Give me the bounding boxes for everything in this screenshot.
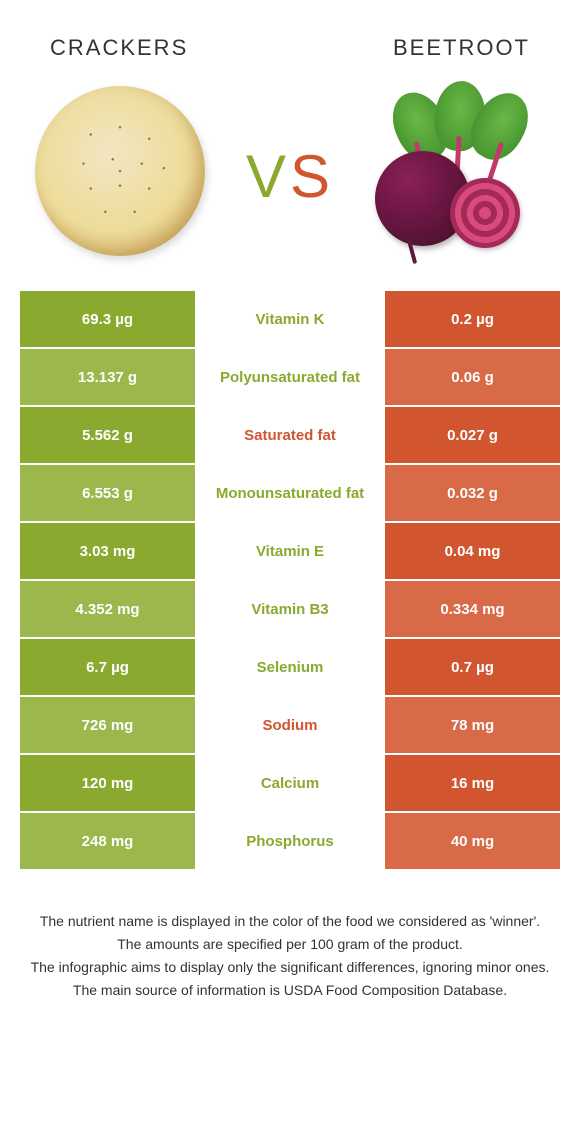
cracker-icon bbox=[35, 86, 215, 266]
beetroot-icon bbox=[365, 86, 545, 266]
nutrient-label: Vitamin E bbox=[195, 523, 385, 579]
left-value: 13.137 g bbox=[20, 349, 195, 405]
nutrient-label: Vitamin B3 bbox=[195, 581, 385, 637]
left-value: 4.352 mg bbox=[20, 581, 195, 637]
left-value: 726 mg bbox=[20, 697, 195, 753]
table-row: 69.3 µgVitamin K0.2 µg bbox=[20, 291, 560, 347]
right-value: 0.7 µg bbox=[385, 639, 560, 695]
vs-label: VS bbox=[246, 142, 334, 211]
header: Crackers Beetroot bbox=[0, 0, 580, 71]
left-value: 248 mg bbox=[20, 813, 195, 869]
right-value: 0.04 mg bbox=[385, 523, 560, 579]
table-row: 6.553 gMonounsaturated fat0.032 g bbox=[20, 465, 560, 521]
right-value: 0.032 g bbox=[385, 465, 560, 521]
footer-line: The nutrient name is displayed in the co… bbox=[30, 911, 550, 932]
footer-line: The main source of information is USDA F… bbox=[30, 980, 550, 1001]
right-value: 0.334 mg bbox=[385, 581, 560, 637]
footer-line: The amounts are specified per 100 gram o… bbox=[30, 934, 550, 955]
nutrient-label: Saturated fat bbox=[195, 407, 385, 463]
left-value: 69.3 µg bbox=[20, 291, 195, 347]
vs-s: S bbox=[290, 143, 334, 210]
table-row: 248 mgPhosphorus40 mg bbox=[20, 813, 560, 869]
right-value: 0.027 g bbox=[385, 407, 560, 463]
nutrient-label: Phosphorus bbox=[195, 813, 385, 869]
right-value: 78 mg bbox=[385, 697, 560, 753]
nutrient-label: Calcium bbox=[195, 755, 385, 811]
footer-notes: The nutrient name is displayed in the co… bbox=[0, 871, 580, 1001]
vs-v: V bbox=[246, 143, 290, 210]
nutrient-label: Monounsaturated fat bbox=[195, 465, 385, 521]
right-value: 16 mg bbox=[385, 755, 560, 811]
table-row: 6.7 µgSelenium0.7 µg bbox=[20, 639, 560, 695]
left-value: 6.553 g bbox=[20, 465, 195, 521]
footer-line: The infographic aims to display only the… bbox=[30, 957, 550, 978]
table-row: 120 mgCalcium16 mg bbox=[20, 755, 560, 811]
table-row: 726 mgSodium78 mg bbox=[20, 697, 560, 753]
left-value: 6.7 µg bbox=[20, 639, 195, 695]
nutrient-label: Vitamin K bbox=[195, 291, 385, 347]
left-value: 3.03 mg bbox=[20, 523, 195, 579]
right-food-title: Beetroot bbox=[393, 35, 530, 61]
nutrient-label: Selenium bbox=[195, 639, 385, 695]
table-row: 4.352 mgVitamin B30.334 mg bbox=[20, 581, 560, 637]
hero-images: VS bbox=[0, 71, 580, 291]
right-value: 40 mg bbox=[385, 813, 560, 869]
table-row: 5.562 gSaturated fat0.027 g bbox=[20, 407, 560, 463]
nutrient-label: Polyunsaturated fat bbox=[195, 349, 385, 405]
left-value: 5.562 g bbox=[20, 407, 195, 463]
left-food-title: Crackers bbox=[50, 35, 188, 61]
nutrition-table: 69.3 µgVitamin K0.2 µg13.137 gPolyunsatu… bbox=[0, 291, 580, 869]
left-value: 120 mg bbox=[20, 755, 195, 811]
right-value: 0.2 µg bbox=[385, 291, 560, 347]
right-value: 0.06 g bbox=[385, 349, 560, 405]
nutrient-label: Sodium bbox=[195, 697, 385, 753]
table-row: 3.03 mgVitamin E0.04 mg bbox=[20, 523, 560, 579]
table-row: 13.137 gPolyunsaturated fat0.06 g bbox=[20, 349, 560, 405]
